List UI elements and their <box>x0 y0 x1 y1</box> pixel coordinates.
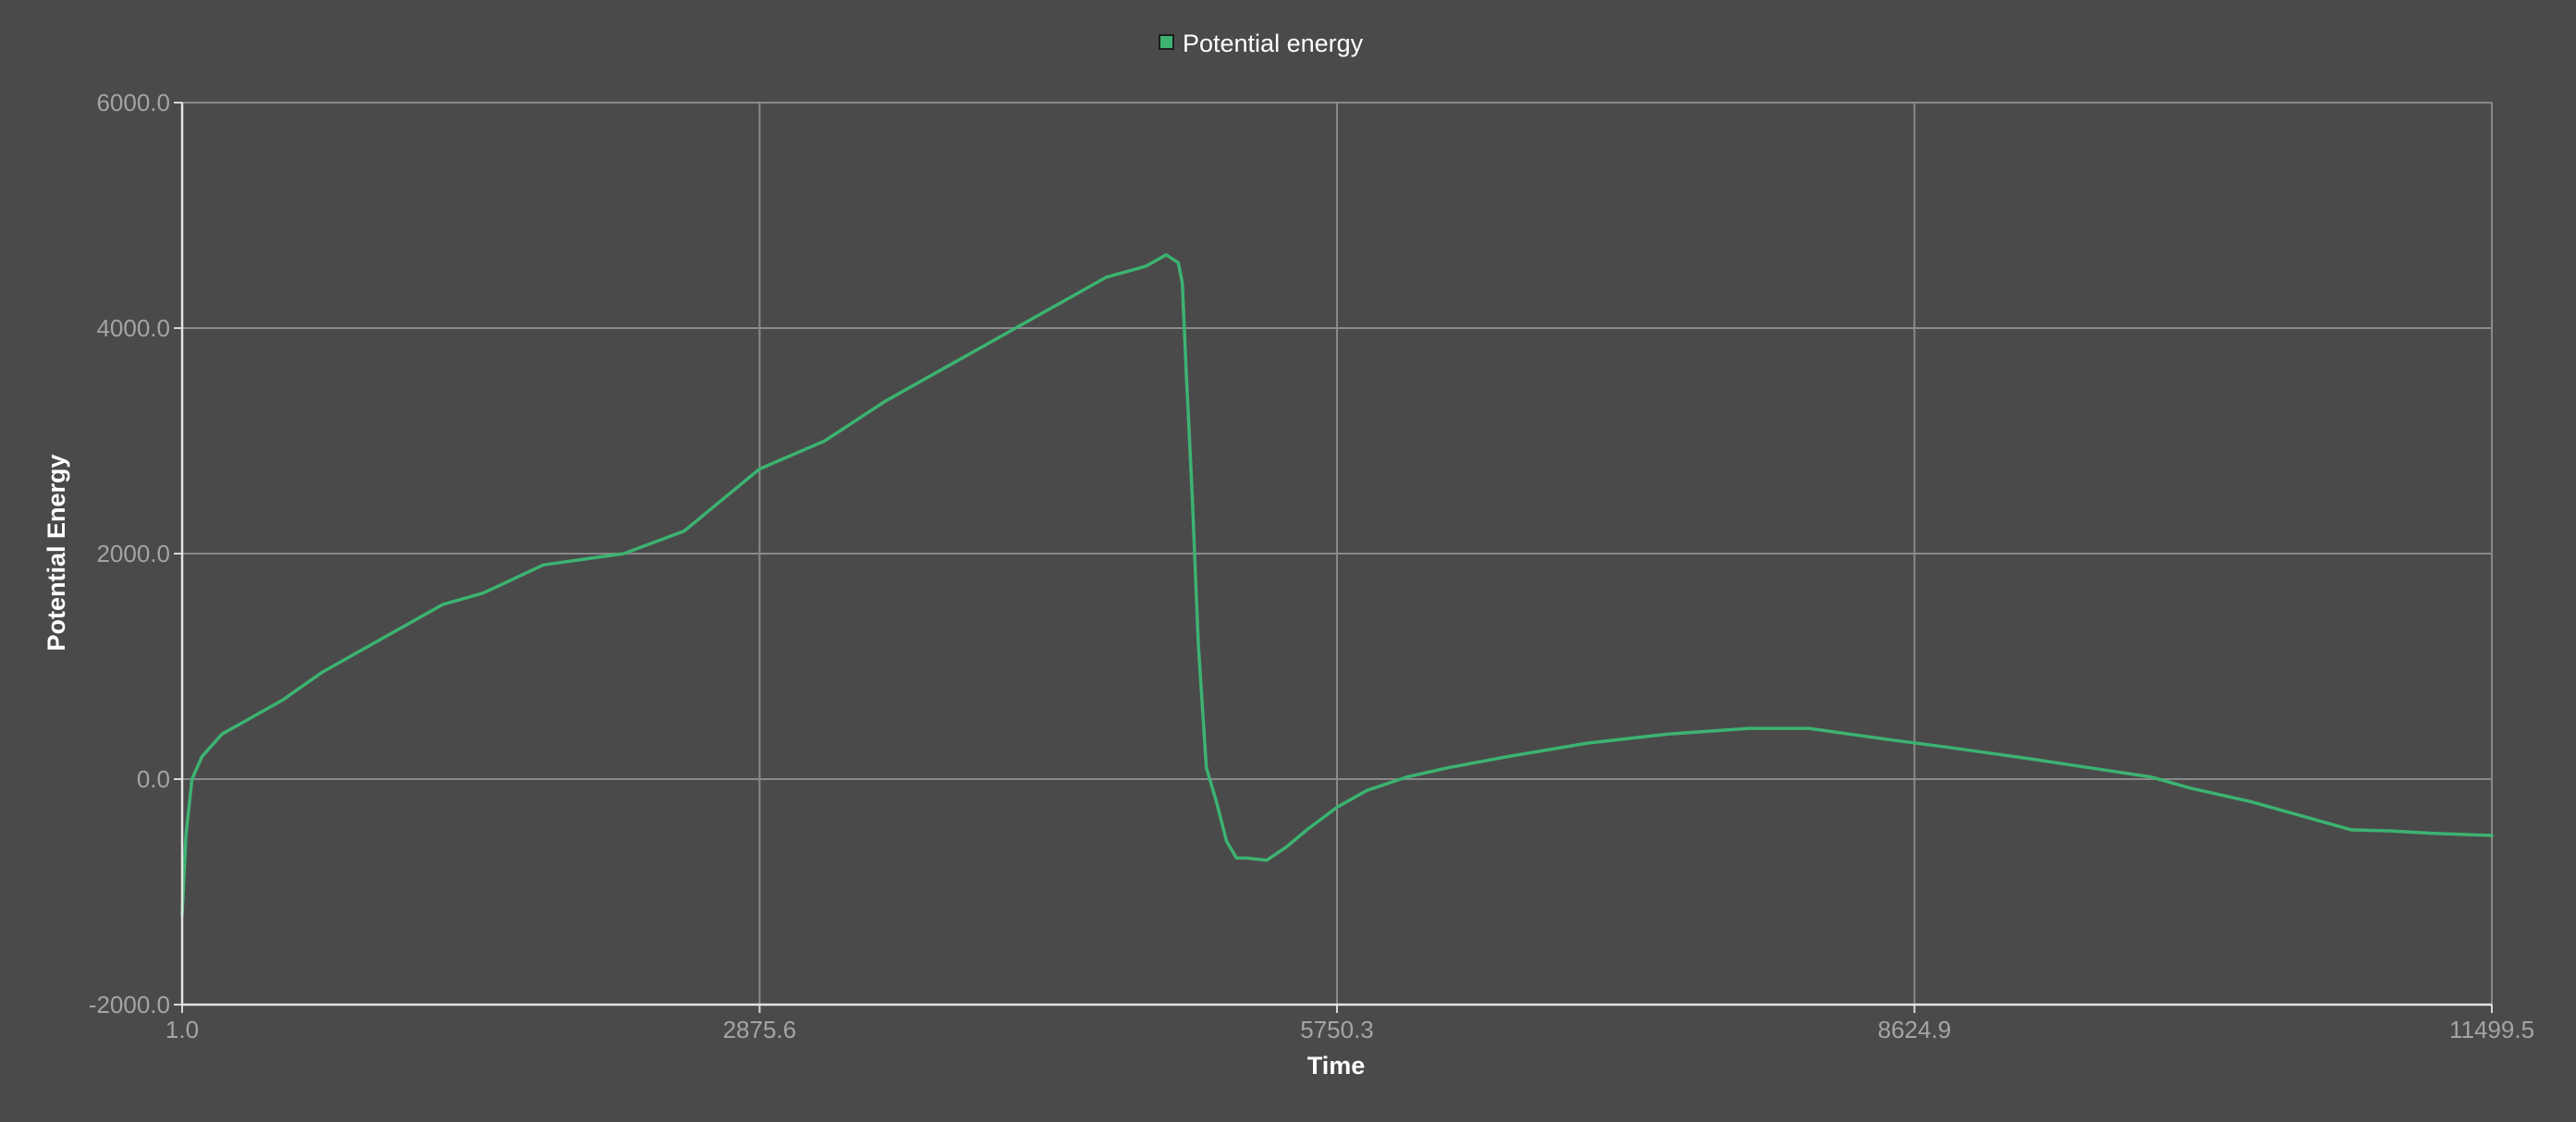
y-tick-label-1: 0.0 <box>137 765 170 793</box>
legend: Potential energy <box>1159 30 1364 57</box>
axis-layer: -2000.0 0.0 2000.0 4000.0 6000.0 1.0 2875.6 575… <box>89 89 2534 1043</box>
series-line-0 <box>180 252 2494 917</box>
legend-swatch <box>1159 34 1174 50</box>
y-tick-label-2: 2000.0 <box>96 540 170 567</box>
x-axis-title: Time <box>1307 1052 1366 1079</box>
y-axis-title: Potential Energy <box>43 454 70 651</box>
y-tick-label-4: 6000.0 <box>96 89 170 116</box>
grid-layer <box>181 102 2493 1006</box>
y-tick-label-0: -2000.0 <box>89 991 170 1018</box>
x-tick-label-4: 11499.5 <box>2449 1016 2534 1043</box>
x-tick-label-3: 8624.9 <box>1878 1016 1952 1043</box>
x-tick-label-2: 5750.3 <box>1300 1016 1374 1043</box>
x-tick-label-1: 2875.6 <box>723 1016 797 1043</box>
y-tick-label-3: 4000.0 <box>96 314 170 342</box>
series-layer <box>180 252 2494 917</box>
legend-label: Potential energy <box>1183 30 1364 57</box>
x-tick-label-0: 1.0 <box>166 1016 199 1043</box>
